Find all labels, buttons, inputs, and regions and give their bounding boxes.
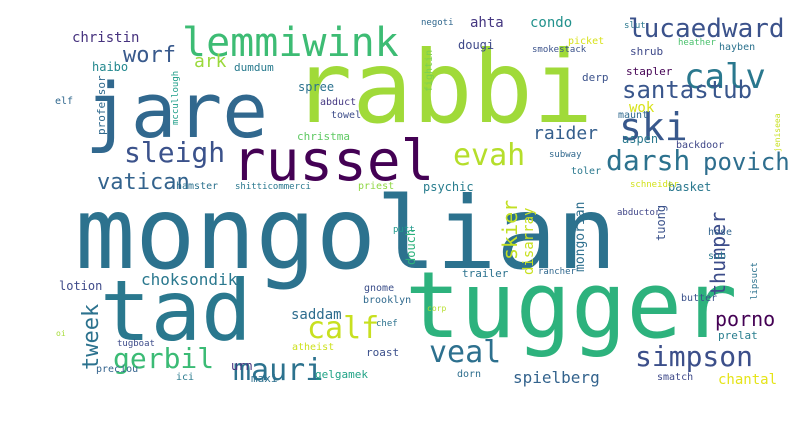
word-saddam: saddam xyxy=(291,307,342,323)
word-preciou: preciou xyxy=(96,364,138,375)
word-tugger: tugger xyxy=(405,252,737,359)
word-calf: calf xyxy=(307,311,379,346)
word-worf: worf xyxy=(123,43,176,68)
word-hayben: hayben xyxy=(719,42,755,53)
word-spree: spree xyxy=(298,80,334,94)
word-christma: christma xyxy=(297,130,350,143)
word-disarray: disarray xyxy=(521,208,537,275)
word-lipsuct: lipsuct xyxy=(750,262,760,300)
word-psychic: psychic xyxy=(423,180,474,194)
word-stapler: stapler xyxy=(626,65,673,78)
word-hose: hose xyxy=(708,227,732,238)
word-ark: ark xyxy=(194,51,227,72)
word-smokestack: smokestack xyxy=(532,45,587,55)
word-dorn: dorn xyxy=(457,369,481,380)
word-tad: tad xyxy=(100,262,252,360)
word-atheist: atheist xyxy=(292,342,334,353)
word-mongolian: mongolian xyxy=(75,175,617,292)
word-basket: basket xyxy=(668,180,711,194)
word-roast: roast xyxy=(366,346,399,359)
word-spielberg: spielberg xyxy=(513,368,600,387)
word-ahta: ahta xyxy=(470,15,504,31)
word-tugboat: tugboat xyxy=(117,339,155,349)
word-mccullough: mccullough xyxy=(171,71,181,125)
word-skier: skier xyxy=(498,200,522,260)
word-ski: ski xyxy=(619,105,688,149)
word-douch: douch xyxy=(404,229,418,265)
word-lucaedward: lucaedward xyxy=(628,14,785,44)
word-raider: raider xyxy=(533,123,598,144)
word-oi: oi xyxy=(56,329,66,338)
word-jeniseea: jeniseea xyxy=(773,113,782,152)
word-fightin: fightin xyxy=(424,50,435,92)
word-picket: picket xyxy=(568,36,604,47)
word-chantal: chantal xyxy=(718,372,777,388)
word-santastub: santastub xyxy=(622,76,752,104)
word-smatch: smatch xyxy=(657,372,693,383)
word-thumper: thumper xyxy=(706,212,730,296)
word-backdoor: backdoor xyxy=(676,140,724,151)
word-toler: toler xyxy=(571,166,601,177)
word-urn: urn xyxy=(231,359,253,373)
word-ici: ici xyxy=(176,372,194,383)
word-derp: derp xyxy=(582,71,609,84)
word-russel: russel xyxy=(232,129,434,194)
word-hamster: hamster xyxy=(176,181,218,192)
word-priest: priest xyxy=(358,181,394,192)
word-dumdum: dumdum xyxy=(234,61,274,74)
word-porno: porno xyxy=(715,307,775,331)
word-choksondik: choksondik xyxy=(141,270,238,289)
word-veal: veal xyxy=(429,335,501,370)
word-sleigh: sleigh xyxy=(124,136,225,169)
word-mongorian: mongorian xyxy=(573,202,588,272)
word-putt: putt xyxy=(393,225,415,235)
word-butter: butter xyxy=(681,293,717,304)
word-maunt: maunt xyxy=(618,110,648,121)
word-gnome: gnome xyxy=(364,283,394,294)
word-christin: christin xyxy=(72,30,139,46)
word-calv: calv xyxy=(684,57,766,97)
word-corp: corp xyxy=(427,304,446,313)
word-condo: condo xyxy=(530,15,572,31)
word-rancher: rancher xyxy=(538,267,577,277)
word-gelgamek: gelgamek xyxy=(315,368,368,381)
word-aspen: aspen xyxy=(622,132,658,146)
word-sub: sub xyxy=(708,251,726,262)
word-evah: evah xyxy=(453,138,525,173)
word-professor: professor xyxy=(95,75,108,135)
word-povich: povich xyxy=(703,148,790,176)
word-jare: jare xyxy=(85,66,268,155)
word-shitticommerci: shitticommerci xyxy=(235,182,311,192)
word-rabbi: rabbi xyxy=(292,29,593,146)
word-haibo: haibo xyxy=(92,60,128,74)
word-trailer: trailer xyxy=(462,267,509,280)
word-shrub: shrub xyxy=(630,45,663,58)
word-dougi: dougi xyxy=(458,38,494,52)
word-lemmiwink: lemmiwink xyxy=(182,20,399,66)
word-lotion: lotion xyxy=(59,279,102,293)
word-darsh: darsh xyxy=(606,144,690,177)
word-prelat: prelat xyxy=(718,329,758,342)
word-schneider: schneider xyxy=(630,180,679,190)
word-towel: towel xyxy=(331,110,361,121)
word-heather: heather xyxy=(678,38,717,48)
word-simpson: simpson xyxy=(635,340,753,373)
word-negoti: negoti xyxy=(421,18,454,28)
word-tuong: tuong xyxy=(654,205,668,241)
word-vatican: vatican xyxy=(97,170,190,195)
word-wok: wok xyxy=(629,100,655,116)
word-brooklyn: brooklyn xyxy=(363,295,411,306)
word-maxi: maxi xyxy=(251,372,278,385)
word-elf: elf xyxy=(55,96,73,107)
word-gerbil: gerbil xyxy=(113,342,214,375)
word-slut: slut xyxy=(624,21,646,31)
word-chef: chef xyxy=(376,319,398,329)
word-subway: subway xyxy=(549,150,582,160)
word-mauri: mauri xyxy=(233,353,323,388)
word-abductor: abductor xyxy=(617,208,661,218)
word-tweek: tweek xyxy=(79,304,104,370)
word-abduct: abduct xyxy=(320,97,356,108)
word-layer: mongolian rabbi jare tugger tad russel lemmiwi… xyxy=(55,14,790,388)
